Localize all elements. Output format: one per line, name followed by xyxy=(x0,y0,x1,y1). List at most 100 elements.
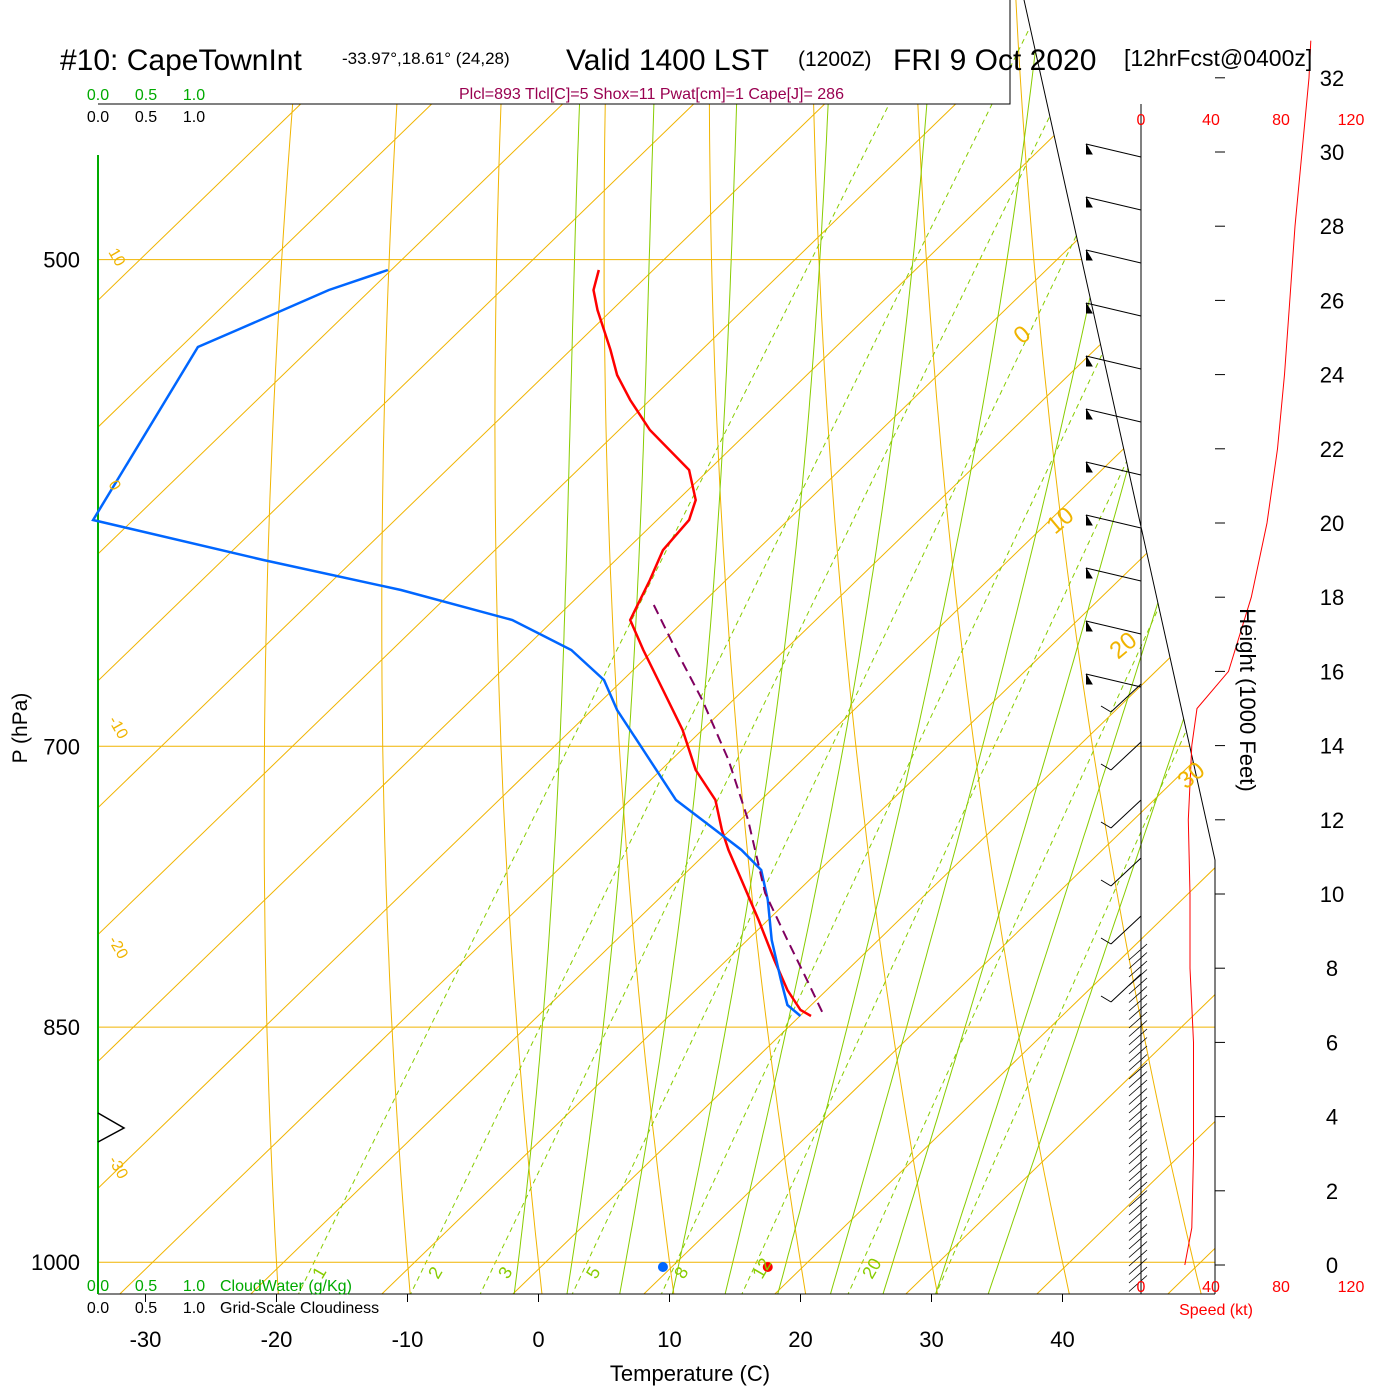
mixing-ratio-line xyxy=(736,0,1215,1295)
cloud-marker xyxy=(97,1112,126,1143)
x-tick-label: -20 xyxy=(261,1327,293,1352)
wind-barb-low xyxy=(1128,1130,1148,1148)
wind-barb-low xyxy=(1128,1113,1148,1131)
isotherm-line xyxy=(98,103,695,1295)
cloudiness-tick-bottom: 0.5 xyxy=(135,1300,157,1317)
wind-barb-low xyxy=(1128,1037,1148,1054)
grid-clip-group xyxy=(98,0,1400,1333)
isotherm-line xyxy=(98,103,826,1295)
height-tick-label: 2 xyxy=(1326,1179,1338,1204)
wind-barb-low xyxy=(1128,952,1148,969)
mixing-ratio-label: 3 xyxy=(494,1263,516,1282)
wind-barb-low xyxy=(1128,1207,1148,1224)
dry-adiabat xyxy=(909,0,1079,1295)
wind-barb-flag xyxy=(1085,196,1093,208)
height-tick-label: 18 xyxy=(1320,585,1344,610)
wind-barb-flag xyxy=(1085,567,1093,579)
top-isotherm-label: 20 xyxy=(1105,627,1143,665)
cloudiness-label: Grid-Scale Cloudiness xyxy=(220,1300,379,1317)
top-isotherm-label: 10 xyxy=(1042,502,1080,540)
wind-barb-flag xyxy=(1085,355,1093,367)
wind-barb-low xyxy=(1128,1232,1148,1250)
wind-barb-staff xyxy=(1110,915,1142,945)
speed-tick-label-top: 120 xyxy=(1338,112,1365,129)
wind-barb-flag xyxy=(1085,461,1093,473)
wind-barb-low xyxy=(1128,1224,1148,1241)
station-title: #10: CapeTownInt xyxy=(60,44,302,77)
wind-barbs xyxy=(1085,143,1148,1292)
isotherm-line xyxy=(250,103,1215,1295)
wind-barb-low xyxy=(1128,1139,1148,1156)
height-tick-label: 22 xyxy=(1320,437,1344,462)
mixing-ratio-label: 2 xyxy=(424,1263,446,1282)
height-tick-label: 4 xyxy=(1326,1105,1338,1130)
x-tick-label: 0 xyxy=(532,1327,544,1352)
wind-barb-low xyxy=(1128,1249,1148,1267)
wind-barb-staff xyxy=(1085,143,1142,158)
x-axis-label: Temperature (C) xyxy=(610,1361,770,1386)
wind-barb-flag xyxy=(1085,302,1093,314)
dry-adiabat xyxy=(381,0,492,1295)
wind-barb-low xyxy=(1128,1190,1148,1207)
pressure-tick-label: 500 xyxy=(43,248,80,273)
cloud-water-tick-bottom: 0.0 xyxy=(87,1278,109,1295)
moist-adiabat xyxy=(721,0,970,1295)
wind-barb-staff xyxy=(1110,683,1142,713)
wind-barb-feather xyxy=(1100,995,1112,1003)
wind-barb-low xyxy=(1128,1173,1148,1190)
isotherm-line xyxy=(905,103,1215,1295)
isotherm-label: 0 xyxy=(105,478,124,494)
station-coords: -33.97°,18.61° (24,28) xyxy=(342,49,510,68)
speed-axis-label: Speed (kt) xyxy=(1179,1302,1253,1319)
wind-barb-low xyxy=(1128,1258,1148,1275)
isotherm-label: -10 xyxy=(105,714,131,743)
height-tick-label: 14 xyxy=(1320,734,1344,759)
wind-barb-staff xyxy=(1085,620,1142,635)
plot-frame xyxy=(97,0,1216,1295)
wind-barb-staff xyxy=(1110,973,1142,1003)
curve-temperature xyxy=(592,269,812,1018)
wind-barb-flag xyxy=(1085,143,1093,155)
height-tick-label: 6 xyxy=(1326,1030,1338,1055)
dry-adiabat xyxy=(494,0,579,1295)
cloud-water-tick-top: 0.5 xyxy=(135,87,157,104)
wind-barb-staff xyxy=(1110,799,1142,829)
top-isotherm-label: 0 xyxy=(1009,320,1037,349)
speed-tick-label-bottom: 40 xyxy=(1202,1279,1220,1296)
x-tick-label: -30 xyxy=(130,1327,162,1352)
moist-adiabat xyxy=(617,0,783,1295)
y-axis-label: P (hPa) xyxy=(9,693,32,764)
x-tick-label: 20 xyxy=(788,1327,812,1352)
dry-adiabat xyxy=(263,0,405,1295)
moist-adiabat xyxy=(879,0,1215,1295)
isotherm-line xyxy=(381,103,1215,1295)
pressure-tick-label: 850 xyxy=(43,1015,80,1040)
wind-barb-low xyxy=(1128,1003,1148,1020)
height-axis-label: Height (1000 Feet) xyxy=(1235,608,1260,791)
isotherm-line xyxy=(1167,103,1215,1295)
wind-barb-flag xyxy=(1085,408,1093,420)
cloud-water-tick-bottom: 0.5 xyxy=(135,1278,157,1295)
wind-barb-low xyxy=(1128,1241,1148,1258)
wind-barb-staff xyxy=(1085,249,1142,264)
isotherm-line xyxy=(98,103,433,1295)
wind-barb-flag xyxy=(1085,620,1093,632)
cloud-water-tick-bottom: 1.0 xyxy=(183,1278,205,1295)
mixing-ratio-line xyxy=(474,0,1139,1295)
wind-barb-feather xyxy=(1100,763,1112,771)
cloudiness-tick-top: 0.5 xyxy=(135,109,157,126)
isotherm-line xyxy=(1036,103,1215,1295)
dry-adiabat xyxy=(1362,0,1400,1333)
indices-label: Plcl=893 Tlcl[C]=5 Shox=11 Pwat[cm]=1 Ca… xyxy=(459,86,844,103)
wind-barb-staff xyxy=(1085,196,1142,211)
height-tick-label: 8 xyxy=(1326,956,1338,981)
moist-adiabat xyxy=(564,0,708,1295)
wind-barb-low xyxy=(1128,1181,1148,1199)
wind-barb-flag xyxy=(1085,514,1093,526)
dry-adiabat xyxy=(1096,0,1215,1295)
cloud-water-tick-top: 0.0 xyxy=(87,87,109,104)
isotherm-line xyxy=(98,103,302,1295)
speed-tick-label-bottom: 0 xyxy=(1137,1279,1146,1296)
mixing-ratio-line xyxy=(404,0,1076,1295)
